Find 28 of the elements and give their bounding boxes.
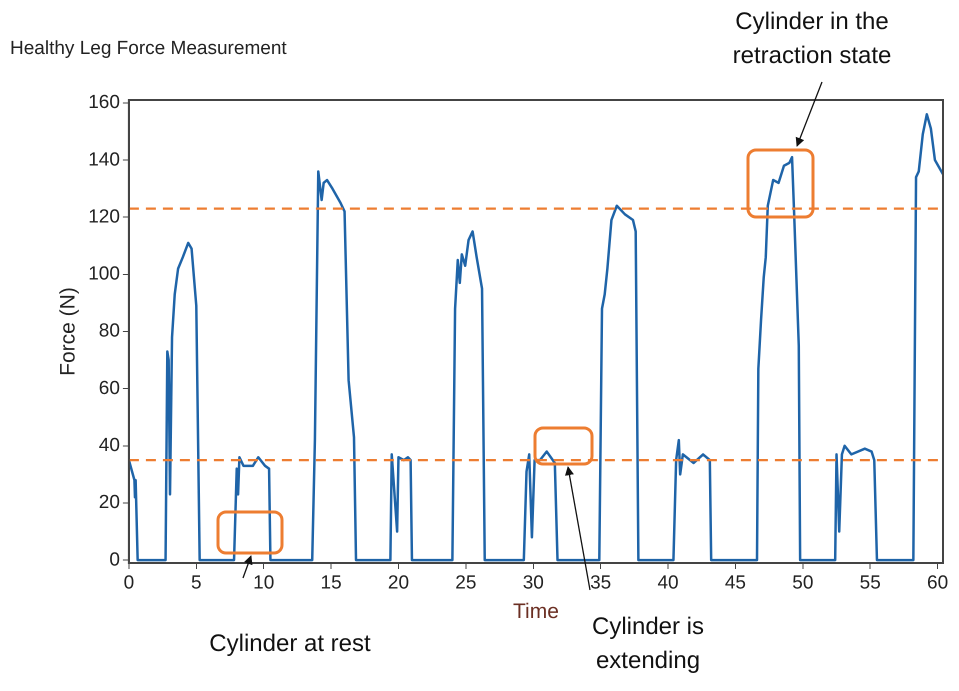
x-tick-label: 0 xyxy=(124,572,134,594)
y-tick-label: 160 xyxy=(88,92,120,114)
y-tick-label: 40 xyxy=(98,435,120,456)
y-tick-label: 20 xyxy=(98,492,120,514)
x-tick-label: 55 xyxy=(860,572,881,594)
x-tick-label: 5 xyxy=(191,572,202,594)
x-tick-label: 15 xyxy=(320,572,342,594)
chart-title: Healthy Leg Force Measurement xyxy=(10,38,287,60)
y-tick-label: 80 xyxy=(98,320,120,342)
y-tick-label: 120 xyxy=(88,206,120,228)
x-tick-label: 45 xyxy=(724,572,746,594)
x-tick-label: 10 xyxy=(253,572,274,594)
text: Cylinder is extending xyxy=(590,612,706,676)
y-tick-label: 0 xyxy=(109,549,120,570)
text: Cylinder in the retraction state xyxy=(732,7,892,71)
x-tick-label: 20 xyxy=(388,572,410,594)
y-axis-title: Force (N) xyxy=(56,287,80,376)
x-tick-label: 30 xyxy=(522,572,544,594)
x-axis-title: Time xyxy=(513,600,559,624)
y-tick-label: 140 xyxy=(88,149,120,170)
x-tick-label: 35 xyxy=(590,572,612,594)
text: Cylinder at rest xyxy=(208,629,372,659)
y-tick-label: 100 xyxy=(88,264,120,285)
x-tick-label: 40 xyxy=(657,572,679,594)
x-tick-label: 50 xyxy=(792,572,814,594)
x-tick-label: 60 xyxy=(927,572,948,594)
x-tick-label: 25 xyxy=(455,572,476,594)
y-tick-label: 60 xyxy=(98,378,120,399)
